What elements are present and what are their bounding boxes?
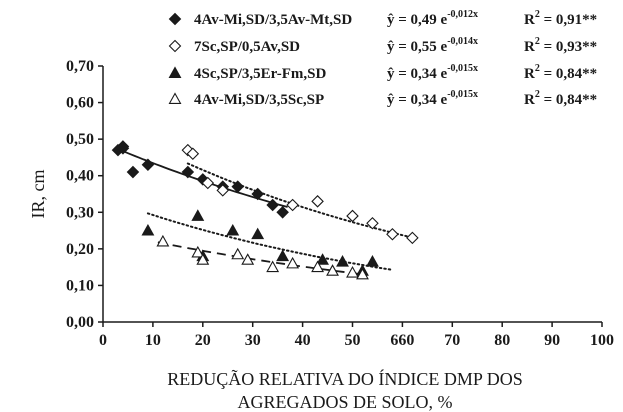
point-series-3 [141,223,155,236]
legend-marker-series-3 [168,66,182,78]
equation-series-1: ŷ = 0,49 e-0,012x [387,9,478,28]
y-tick-label: 0,10 [66,277,94,294]
point-series-2 [311,195,324,208]
equation-series-2: ŷ = 0,55 e-0,014x [387,36,478,55]
legend-marker-series-1 [168,12,182,26]
axes: 0,00 0,10 0,20 0,30 0,40 0,50 0,60 0,70 0 10 20 30 4… [66,58,614,349]
point-series-4 [156,234,170,247]
x-tick-label: 40 [295,332,311,349]
y-tick-label: 0,20 [66,241,94,258]
y-tick-label: 0,40 [66,168,94,185]
point-series-1 [141,158,155,172]
point-series-4 [286,256,300,269]
x-tick-label: 90 [544,332,560,349]
legend-marker-series-2 [168,39,182,53]
fit-line-series-4 [157,241,368,276]
point-series-1 [251,187,264,201]
point-series-4 [191,245,205,258]
point-series-3 [251,227,265,240]
fit-lines [117,148,414,276]
x-tick-label: 100 [590,332,614,349]
point-series-2 [286,198,299,212]
point-series-3 [316,253,329,265]
y-tick-label: 0,30 [66,204,94,221]
x-tick-label: 80 [494,332,510,349]
legend-label-series-3: 4Sc,SP/3,5Er-Fm,SD [194,66,327,82]
x-tick-label: 50 [345,332,361,349]
point-series-3 [276,249,290,262]
fit-line-series-2 [186,162,414,239]
equation-series-4: ŷ = 0,34 e-0,015x [387,89,478,108]
y-axis-title: IR, cm [28,170,48,219]
point-series-4 [311,260,325,273]
point-series-4 [231,247,245,260]
point-series-4 [241,253,255,265]
x-tick-label: 10 [145,332,161,349]
x-tick-label: 0 [99,332,107,349]
point-series-2 [216,184,230,197]
r2-series-4: R2 = 0,84** [524,89,597,108]
x-tick-label: 70 [444,332,460,349]
point-series-4 [196,253,210,265]
r2-series-1: R2 = 0,91** [524,9,597,28]
r2-series-3: R2 = 0,84** [524,63,597,82]
point-series-2 [346,209,359,223]
point-series-2 [386,227,399,241]
y-tick-label: 0,60 [66,95,94,112]
point-series-4 [346,265,359,278]
legend-marker-series-4 [168,92,182,104]
point-series-3 [191,209,205,221]
x-axis-title-line-1: REDUÇÃO RELATIVA DO ÍNDICE DMP DOS [167,368,523,389]
legend-label-series-1: 4Av-Mi,SD/3,5Av-Mt,SD [194,12,352,28]
point-series-1 [266,198,279,212]
point-series-1 [126,165,140,179]
r2-series-2: R2 = 0,93** [524,36,597,55]
x-tick-label: 660 [390,332,414,349]
point-series-1 [231,180,245,193]
point-series-2 [186,147,200,161]
point-series-1 [181,165,195,179]
point-series-1 [276,206,289,219]
point-series-1 [116,142,130,155]
x-tick-label: 20 [195,332,211,349]
y-tick-label: 0,70 [66,58,94,75]
legend-label-series-2: 7Sc,SP/0,5Av,SD [194,39,300,55]
x-axis-title-line-2: AGREGADOS DE SOLO, % [238,392,453,412]
y-tick-label: 0,00 [66,314,94,331]
equation-series-3: ŷ = 0,34 e-0,015x [387,63,478,82]
point-series-3 [226,223,240,236]
fit-line-series-3 [146,212,394,271]
point-series-2 [201,176,215,190]
point-series-4 [356,267,369,280]
point-series-2 [406,231,419,245]
point-series-4 [326,264,339,276]
point-series-3 [336,255,349,267]
point-series-3 [366,255,379,267]
legend: 4Av-Mi,SD/3,5Av-Mt,SD ŷ = 0,49 e-0,012x R2… [168,9,597,108]
data-points [111,140,419,280]
x-tick-label: 30 [245,332,261,349]
point-series-4 [266,260,280,273]
legend-label-series-4: 4Av-Mi,SD/3,5Sc,SP [194,92,324,108]
point-series-2 [366,216,379,230]
y-tick-label: 0,50 [66,131,94,148]
